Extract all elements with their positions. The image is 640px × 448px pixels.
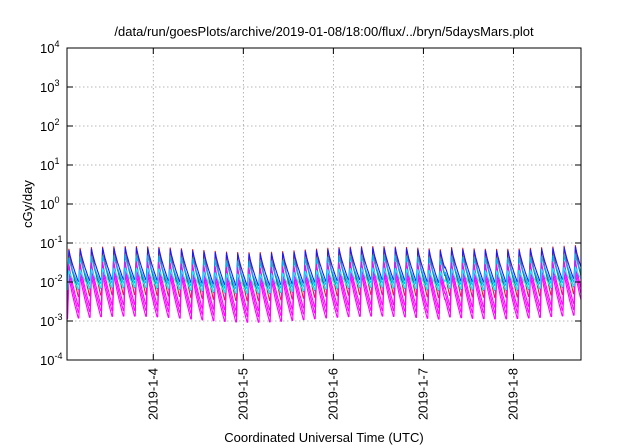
x-tick-label: 2019-1-8 [505, 368, 520, 420]
chart-title: /data/run/goesPlots/archive/2019-01-08/1… [114, 24, 534, 39]
x-tick-labels: 2019-1-4 2019-1-5 2019-1-6 2019-1-7 2019-1-8 [145, 368, 520, 420]
y-tick-label: 100 [40, 195, 59, 212]
data-series [66, 244, 582, 323]
y-tick-label: 102 [40, 117, 59, 134]
x-tick-label: 2019-1-6 [325, 368, 340, 420]
x-axis-label: Coordinated Universal Time (UTC) [224, 430, 423, 445]
y-tick-label: 103 [40, 78, 59, 95]
y-tick-label: 101 [40, 156, 59, 173]
x-tick-label: 2019-1-4 [145, 368, 160, 420]
series-line [66, 272, 582, 323]
y-tick-label: 10-3 [40, 312, 62, 329]
grid [67, 48, 581, 360]
x-tick-label: 2019-1-5 [235, 368, 250, 420]
y-axis-label: cGy/day [20, 180, 35, 228]
x-tick-label: 2019-1-7 [415, 368, 430, 420]
series-line [67, 266, 582, 294]
y-tick-label: 10-2 [40, 273, 62, 290]
plot-frame [66, 47, 582, 361]
series-line [66, 265, 582, 318]
series-line [66, 260, 582, 312]
axis-ticks [67, 47, 581, 361]
y-tick-label: 10-1 [40, 234, 62, 251]
y-tick-label: 10-4 [40, 351, 62, 368]
y-tick-labels: 10-4 10-3 10-2 10-1 100 101 102 103 104 [40, 39, 62, 368]
y-tick-label: 104 [40, 39, 59, 56]
